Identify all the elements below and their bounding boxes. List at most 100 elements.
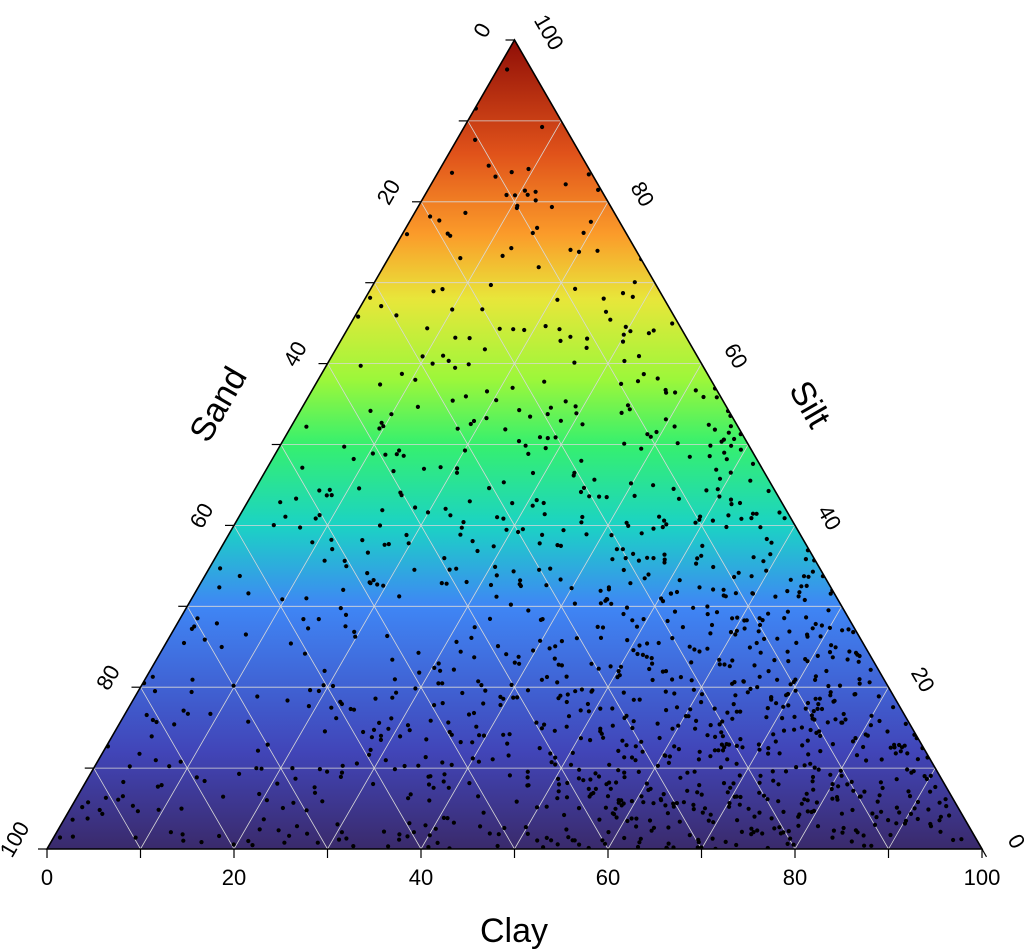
data-point [687,454,692,459]
tick-right [607,201,614,210]
data-point [555,796,560,801]
data-point [721,587,726,592]
data-point [606,585,612,590]
data-point [498,702,503,708]
data-point [505,67,510,72]
data-point [751,555,756,560]
data-point [502,825,507,831]
data-point [167,764,172,769]
gridline-sand [140,686,235,849]
data-point [712,748,718,753]
data-point [386,542,391,547]
data-point [461,520,466,525]
data-point [454,566,459,571]
data-point [255,694,260,699]
data-point [463,394,468,399]
data-point [343,624,348,629]
data-point [775,636,780,641]
data-point [285,698,290,703]
data-point [329,493,334,498]
data-point [869,843,874,848]
data-point [700,810,705,815]
data-point [121,779,126,785]
data-point [552,728,557,733]
data-point [221,794,226,799]
data-point [701,394,706,400]
data-point [500,253,505,258]
data-point [237,771,242,777]
data-point [665,618,670,624]
data-point [639,794,644,799]
data-point [794,640,799,646]
data-point [671,804,676,809]
data-point [808,761,813,766]
data-point [491,544,496,549]
data-point [853,736,858,741]
data-point [383,758,388,763]
data-point [737,500,743,506]
data-point [600,625,606,630]
data-point [825,720,830,725]
data-point [893,751,898,756]
data-point [585,336,590,341]
data-point [648,434,653,439]
data-point [897,742,902,748]
data-point [218,566,223,571]
data-point [586,786,591,792]
data-point [655,721,660,726]
data-point [685,770,690,775]
data-point [85,816,90,821]
data-point [516,529,521,535]
data-point [572,470,577,475]
data-point [406,796,411,801]
data-point [579,520,584,525]
data-point [647,666,652,672]
data-point [627,407,632,412]
data-point [734,743,740,749]
data-point [757,780,762,785]
data-point [507,732,512,737]
data-point [573,689,578,694]
data-point [598,601,604,606]
data-point [922,774,927,779]
data-point [432,665,437,671]
data-point [750,591,755,596]
data-point [451,820,456,825]
data-point [879,757,884,762]
data-point [731,702,736,707]
gridline-clay [607,525,796,849]
data-point [841,825,846,831]
data-point [352,629,357,635]
data-point [620,738,625,743]
data-point [622,835,627,841]
data-point [705,612,710,617]
tick-right [560,120,567,129]
data-point [537,435,543,440]
data-point [368,747,373,753]
data-point [455,426,460,431]
data-point [369,735,374,740]
data-point [830,835,835,840]
data-point [782,516,787,521]
data-point [658,797,663,802]
data-point [348,706,353,712]
data-point [471,418,477,424]
data-point [645,641,650,646]
data-point [549,838,554,843]
data-point [412,567,417,572]
data-point [599,731,604,736]
data-point [584,345,589,350]
data-point [649,656,654,661]
data-point [329,705,334,710]
data-point [697,649,702,654]
data-point [854,753,860,758]
data-point [646,331,652,336]
data-point [621,567,626,573]
data-point [757,810,762,815]
data-point [729,443,734,448]
data-point [327,487,332,492]
data-point [558,543,564,549]
data-point [628,581,633,586]
data-point [614,780,619,785]
data-point [915,799,921,805]
